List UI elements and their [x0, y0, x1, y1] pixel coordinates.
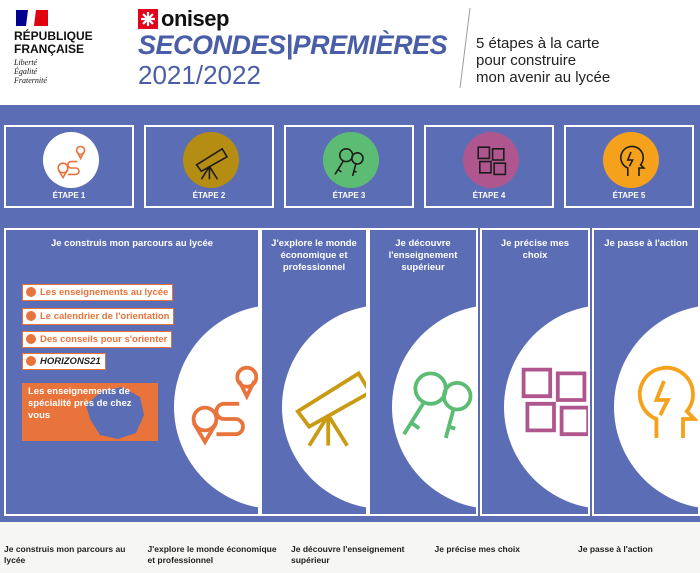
footer: Je construis mon parcours au lycée J'expl… [0, 522, 700, 573]
panel[interactable]: Je découvre l'enseignement supérieur [368, 228, 478, 516]
year: 2021/2022 [138, 60, 261, 90]
map-link-text: Les enseignements de spécialité près de … [28, 386, 132, 421]
panel-icon [295, 370, 366, 447]
republique-line: RÉPUBLIQUE [14, 29, 93, 43]
republique: RÉPUBLIQUE FRANÇAISE [14, 30, 93, 56]
panel-icon [191, 365, 258, 446]
step-glyph [334, 147, 364, 177]
step-circle [43, 132, 99, 188]
footer-heading[interactable]: Je construis mon parcours au lycée [4, 544, 126, 565]
panel-art [392, 306, 476, 508]
step-icon [183, 132, 239, 188]
step-tile[interactable]: ÉTAPE 1 [4, 125, 134, 208]
step-tile[interactable]: ÉTAPE 3 [284, 125, 414, 208]
horizons-link[interactable]: HORIZONS21 [22, 353, 106, 370]
panel[interactable]: J'explore le monde économique et profess… [260, 228, 368, 516]
france-map [86, 387, 144, 439]
step-tile[interactable]: ÉTAPE 5 [564, 125, 694, 208]
step-icon [43, 132, 99, 188]
footer-heading[interactable]: J'explore le monde économique et profess… [147, 544, 277, 565]
footer-heading[interactable]: Je passe à l'action [578, 544, 653, 554]
tagline: 5 étapes à la carte pour construire mon … [476, 35, 610, 86]
panel[interactable]: Je passe à l'action [592, 228, 700, 516]
flag [14, 8, 50, 28]
onisep-logo[interactable]: onisep [138, 6, 229, 31]
step-icon [603, 132, 659, 188]
panel-circle [614, 306, 698, 508]
panel-circle [392, 306, 476, 508]
panel-title: Je construis mon parcours au lycée [50, 238, 214, 249]
link[interactable]: Les enseignements au lycée [22, 284, 174, 301]
republique-line: FRANÇAISE [14, 42, 85, 56]
panel-title: Je passe à l'action [604, 238, 688, 249]
motto-line: Liberté [14, 58, 38, 67]
brand: onisep [161, 6, 229, 31]
step-label: ÉTAPE 1 [52, 191, 86, 200]
motto: Liberté Égalité Fraternité [14, 58, 47, 85]
footer-heading[interactable]: Je précise mes choix [434, 544, 521, 554]
step-glyph [477, 146, 507, 176]
link[interactable]: Le calendrier de l'orientation [22, 308, 175, 325]
tagline-line: mon avenir au lycée [476, 69, 611, 86]
panel-title: Je découvre l'enseignement supérieur [388, 238, 458, 273]
panel-title: Je précise mes choix [500, 238, 570, 261]
site-title: SECONDES|PREMIÈRES [138, 30, 448, 60]
panel[interactable]: Je précise mes choix [480, 228, 590, 516]
motto-line: Fraternité [14, 76, 47, 85]
step-glyph [57, 145, 86, 180]
step-label: ÉTAPE 5 [612, 191, 646, 200]
step-tile[interactable]: ÉTAPE 4 [424, 125, 554, 208]
onisep-mark [138, 9, 158, 29]
step-label: ÉTAPE 4 [472, 191, 506, 200]
tagline-line: pour construire [476, 52, 577, 69]
panel-art [282, 306, 366, 508]
header: RÉPUBLIQUE FRANÇAISE Liberté Égalité Fra… [0, 0, 700, 105]
step-tile[interactable]: ÉTAPE 2 [144, 125, 274, 208]
panel-circle [282, 306, 366, 508]
step-icon [323, 132, 379, 188]
footer-heading[interactable]: Je découvre l'enseignement supérieur [291, 544, 405, 565]
panel-icon [402, 371, 473, 439]
panel-circle [504, 306, 588, 508]
link[interactable]: Des conseils pour s'orienter [22, 331, 173, 348]
motto-line: Égalité [14, 67, 38, 76]
step-label: ÉTAPE 2 [192, 191, 226, 200]
panel-expanded[interactable]: Je construis mon parcours au lycée Les e… [4, 228, 260, 516]
panel-icon [521, 367, 588, 437]
steps-band: Je construis mon parcours au lycée Les e… [0, 105, 700, 522]
panel-title: J'explore le monde économique et profess… [271, 238, 357, 273]
step-circle [183, 132, 239, 188]
panel-icon [637, 365, 698, 439]
panel-art [504, 306, 588, 508]
panel-art [614, 306, 698, 508]
step-glyph [195, 147, 229, 180]
step-icon [463, 132, 519, 188]
tagline-line: 5 étapes à la carte [476, 35, 600, 52]
step-label: ÉTAPE 3 [332, 191, 366, 200]
step-glyph [620, 145, 646, 177]
map-link[interactable]: Les enseignements de spécialité près de … [22, 383, 158, 441]
panel-art [174, 306, 258, 508]
step-circle [463, 132, 519, 188]
divider [459, 8, 471, 88]
